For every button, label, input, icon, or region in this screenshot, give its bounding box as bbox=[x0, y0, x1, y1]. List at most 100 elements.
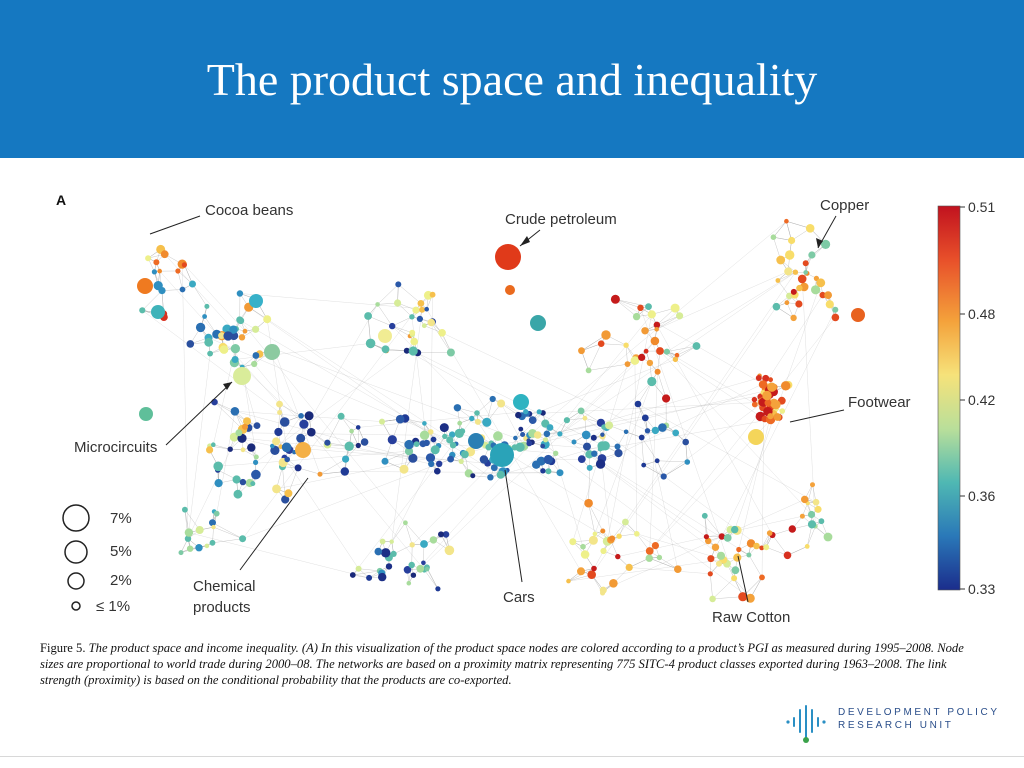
network-node bbox=[253, 454, 259, 460]
network-link bbox=[649, 557, 678, 570]
network-node bbox=[645, 303, 652, 310]
network-node bbox=[355, 442, 361, 449]
network-node bbox=[493, 431, 503, 441]
network-node bbox=[240, 447, 246, 453]
network-node bbox=[229, 325, 238, 334]
network-node bbox=[211, 442, 216, 448]
network-node bbox=[759, 574, 765, 581]
caption-body: The product space and income inequality.… bbox=[40, 641, 964, 687]
network-link bbox=[637, 403, 817, 503]
network-node bbox=[654, 368, 661, 375]
network-link bbox=[666, 351, 778, 418]
network-node bbox=[485, 443, 493, 451]
network-link bbox=[666, 345, 697, 352]
network-node bbox=[583, 442, 591, 451]
network-node bbox=[253, 422, 261, 429]
network-node bbox=[773, 413, 782, 421]
network-node bbox=[653, 321, 661, 329]
size-legend-label-1: ≤ 1% bbox=[96, 598, 130, 615]
network-link bbox=[601, 343, 627, 346]
network-link bbox=[657, 460, 688, 463]
network-node bbox=[707, 571, 713, 577]
network-node bbox=[797, 274, 807, 284]
network-node bbox=[520, 432, 526, 437]
network-node bbox=[588, 535, 598, 545]
network-node bbox=[145, 255, 152, 262]
network-node bbox=[624, 361, 631, 367]
network-node bbox=[614, 449, 623, 458]
network-node bbox=[716, 560, 722, 567]
cars-hub-node bbox=[490, 443, 514, 467]
network-link bbox=[600, 463, 722, 556]
network-node bbox=[482, 417, 492, 427]
network-node bbox=[438, 329, 446, 337]
network-node bbox=[227, 446, 233, 452]
network-link bbox=[187, 353, 211, 539]
network-node bbox=[474, 418, 481, 425]
network-node bbox=[775, 278, 781, 283]
network-link bbox=[392, 316, 413, 327]
size-legend-circle-7 bbox=[62, 504, 90, 532]
network-link bbox=[738, 404, 774, 550]
network-node bbox=[317, 471, 323, 477]
network-node bbox=[630, 356, 640, 365]
dpru-logo: DEVELOPMENT POLICY RESEARCH UNIT bbox=[780, 700, 1010, 746]
network-node bbox=[738, 592, 748, 602]
network-node bbox=[577, 407, 585, 415]
network-node bbox=[600, 441, 610, 451]
network-node bbox=[232, 475, 241, 484]
network-node bbox=[772, 302, 781, 311]
network-node bbox=[340, 467, 349, 476]
network-node bbox=[408, 453, 418, 463]
network-node bbox=[360, 438, 369, 446]
network-link bbox=[773, 221, 787, 238]
network-node bbox=[718, 533, 725, 540]
network-node bbox=[195, 526, 204, 534]
network-node bbox=[202, 314, 208, 319]
network-node bbox=[436, 460, 443, 467]
network-node bbox=[252, 352, 260, 359]
network-link bbox=[255, 350, 407, 463]
network-node bbox=[179, 286, 186, 293]
network-node bbox=[672, 429, 680, 437]
network-node bbox=[243, 417, 251, 426]
network-node bbox=[182, 506, 188, 513]
panel-label: A bbox=[56, 192, 67, 208]
network-node bbox=[646, 359, 654, 367]
network-node bbox=[792, 269, 799, 275]
network-node bbox=[457, 420, 463, 426]
network-link bbox=[712, 578, 735, 600]
network-node bbox=[609, 579, 618, 588]
network-node bbox=[672, 356, 679, 363]
network-link bbox=[615, 299, 763, 385]
network-node bbox=[399, 464, 409, 474]
network-node bbox=[609, 535, 616, 542]
network-node bbox=[641, 462, 647, 468]
network-link bbox=[641, 437, 644, 466]
network-node bbox=[682, 438, 689, 446]
network-node bbox=[819, 291, 826, 299]
network-node bbox=[597, 446, 603, 452]
network-node bbox=[582, 415, 588, 421]
network-node bbox=[711, 543, 720, 551]
network-node bbox=[807, 520, 817, 529]
network-node bbox=[595, 459, 606, 469]
node-top-left bbox=[249, 294, 263, 308]
network-node bbox=[412, 306, 420, 314]
network-node bbox=[235, 429, 243, 437]
size-legend-label-2: 2% bbox=[110, 572, 132, 589]
network-node bbox=[764, 399, 772, 407]
network-node bbox=[479, 455, 489, 464]
network-node bbox=[644, 428, 651, 434]
network-node bbox=[703, 534, 710, 540]
network-link bbox=[645, 417, 678, 570]
network-node bbox=[758, 380, 768, 389]
network-node bbox=[641, 414, 649, 422]
network-node bbox=[458, 458, 464, 464]
network-node bbox=[569, 538, 577, 546]
network-link bbox=[377, 304, 393, 327]
network-node bbox=[230, 407, 240, 416]
network-node bbox=[209, 539, 216, 546]
network-node bbox=[496, 470, 505, 479]
network-node bbox=[803, 270, 808, 275]
